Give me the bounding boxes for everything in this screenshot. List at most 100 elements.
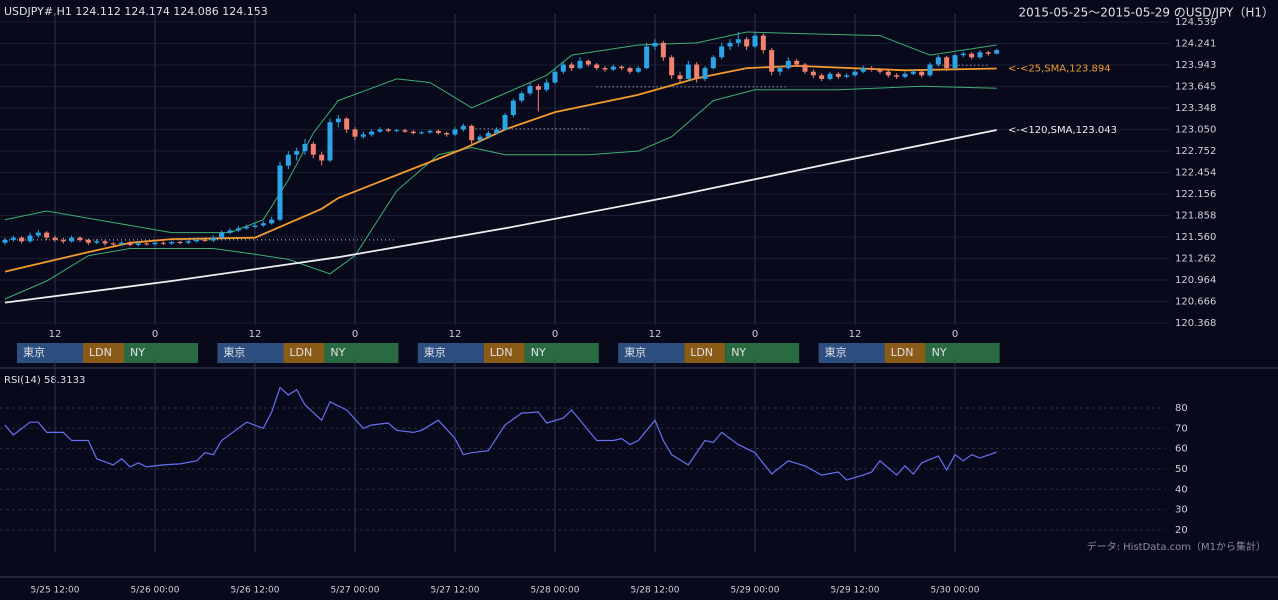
candle-body	[494, 129, 500, 134]
candle-body	[427, 130, 433, 133]
session-box	[217, 343, 284, 363]
x-tick-label: 0	[552, 329, 558, 340]
candle-body	[469, 125, 475, 141]
x-tick-label: 12	[849, 329, 862, 340]
x-tick-label: 5/26 00:00	[130, 586, 179, 596]
candle-body	[269, 219, 275, 224]
y-tick-label: 123.348	[1175, 103, 1216, 114]
candle-body	[919, 71, 925, 76]
session-label: LDN	[690, 346, 713, 359]
candle-body	[194, 239, 200, 242]
session-label: NY	[531, 346, 546, 359]
candle-body	[310, 143, 316, 155]
candle-body	[635, 68, 641, 72]
x-tick-label: 5/28 12:00	[630, 586, 679, 596]
candle-body	[319, 154, 325, 161]
x-tick-label: 5/27 00:00	[330, 586, 379, 596]
candle-body	[69, 237, 75, 242]
candle-body	[569, 64, 575, 69]
candle-body	[977, 52, 983, 58]
y-tick-label: 122.454	[1175, 167, 1216, 178]
candle-body	[994, 50, 1000, 54]
x-tick-label: 12	[49, 329, 62, 340]
session-label: NY	[330, 346, 345, 359]
candle-body	[794, 60, 800, 65]
candle-body	[685, 64, 691, 79]
candle-body	[694, 64, 700, 79]
session-label: NY	[731, 346, 746, 359]
y-tick-label: 20	[1175, 525, 1188, 536]
candle-body	[44, 232, 50, 238]
session-label: NY	[130, 346, 145, 359]
y-tick-label: 120.368	[1175, 318, 1216, 329]
candle-body	[927, 64, 933, 76]
header: USDJPY#,H1 124.112 124.174 124.086 124.1…	[4, 5, 268, 18]
session-label: 東京	[23, 345, 45, 359]
candle-body	[710, 57, 716, 69]
session-box	[925, 343, 1000, 363]
candle-body	[560, 64, 566, 72]
y-tick-label: 121.560	[1175, 232, 1216, 243]
candle-body	[85, 239, 91, 243]
y-tick-label: 120.964	[1175, 275, 1216, 286]
session-box	[483, 343, 525, 363]
candle-body	[585, 60, 591, 65]
x-tick-label: 5/27 12:00	[430, 586, 479, 596]
candle-body	[702, 68, 708, 79]
x-tick-label: 0	[152, 329, 158, 340]
y-tick-label: 123.050	[1175, 124, 1216, 135]
candle-body	[77, 237, 83, 240]
candle-body	[869, 68, 875, 70]
candle-body	[210, 237, 216, 241]
candle-body	[485, 133, 491, 137]
candle-body	[152, 242, 158, 245]
candle-body	[94, 241, 100, 243]
candle-body	[935, 57, 941, 65]
candle-body	[877, 69, 883, 72]
candle-body	[577, 60, 583, 69]
y-tick-label: 40	[1175, 484, 1188, 495]
candle-body	[677, 75, 683, 79]
candle-body	[227, 230, 233, 233]
candle-body	[52, 237, 58, 240]
session-box	[524, 343, 599, 363]
y-tick-label: 123.943	[1175, 60, 1216, 71]
session-box	[884, 343, 926, 363]
y-tick-label: 50	[1175, 464, 1188, 475]
candle-body	[185, 241, 191, 243]
candle-body	[344, 118, 350, 130]
candle-body	[502, 115, 508, 130]
x-tick-label: 0	[752, 329, 758, 340]
session-box	[818, 343, 885, 363]
session-label: LDN	[891, 346, 914, 359]
candle-body	[594, 64, 600, 69]
candle-body	[985, 52, 991, 54]
candle-body	[902, 73, 908, 77]
candle-body	[435, 130, 441, 134]
y-tick-label: 120.666	[1175, 296, 1216, 307]
x-tick-label: 12	[249, 329, 262, 340]
candle-body	[519, 93, 525, 101]
y-tick-label: 122.156	[1175, 189, 1216, 200]
candle-body	[444, 133, 450, 135]
y-tick-label: 80	[1175, 403, 1188, 414]
session-label: 東京	[424, 345, 446, 359]
candle-body	[735, 39, 741, 43]
candle-body	[544, 82, 550, 90]
x-tick-label: 12	[649, 329, 662, 340]
session-box	[124, 343, 198, 363]
candle-body	[894, 75, 900, 77]
candle-body	[35, 232, 41, 236]
candle-body	[302, 143, 308, 152]
candle-body	[652, 42, 658, 47]
candle-body	[969, 53, 975, 58]
x-tick-label: 5/28 00:00	[530, 586, 579, 596]
band-line	[4, 31, 997, 234]
candle-body	[244, 226, 250, 229]
candle-body	[119, 242, 125, 245]
candle-body	[719, 46, 725, 58]
candle-body	[910, 71, 916, 74]
candle-body	[219, 232, 225, 238]
